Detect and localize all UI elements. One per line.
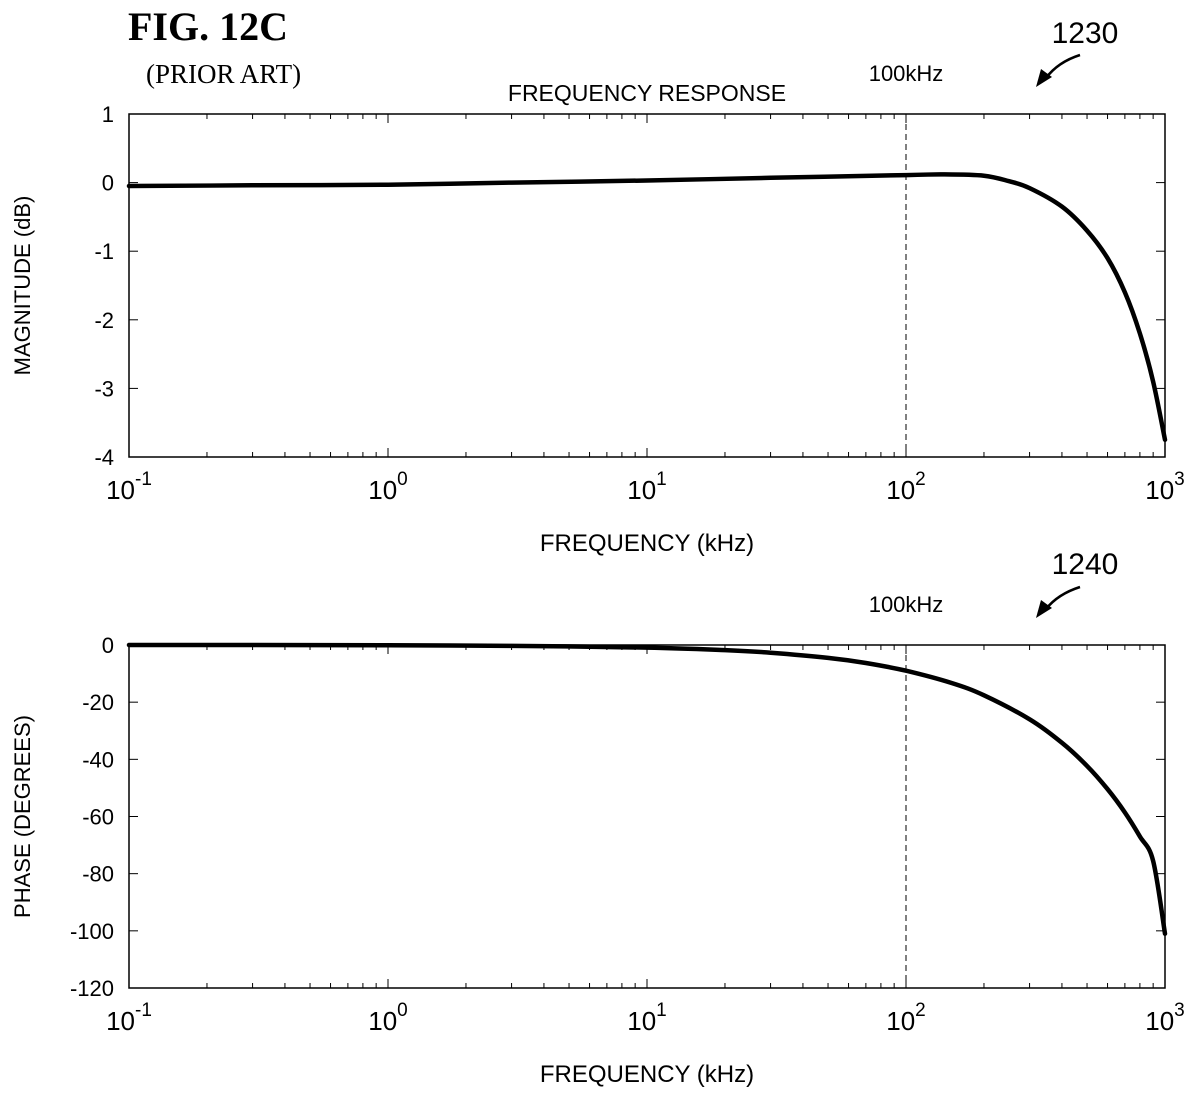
y-tick-label: 0: [102, 633, 114, 658]
x-tick-label: 102: [886, 469, 926, 505]
y-tick-label: -40: [82, 747, 114, 772]
ref-number-1230: 1230: [1052, 17, 1119, 50]
y-tick-label: -60: [82, 805, 114, 830]
x-axis-label: FREQUENCY (kHz): [540, 530, 754, 557]
x-tick-base: 10: [627, 475, 656, 505]
figure-title: FIG. 12C: [128, 4, 288, 49]
x-tick-base: 10: [368, 1006, 397, 1036]
marker-label-100khz: 100kHz: [869, 61, 944, 86]
x-tick-exponent: 1: [656, 469, 667, 490]
y-axis-label: PHASE (DEGREES): [10, 715, 35, 918]
y-axis-label: MAGNITUDE (dB): [10, 196, 35, 376]
marker-label-100khz: 100kHz: [869, 592, 944, 617]
y-tick-label: -120: [70, 976, 114, 1001]
x-tick-exponent: 1: [656, 1000, 667, 1021]
x-tick-exponent: 0: [397, 469, 408, 490]
x-tick-base: 10: [106, 475, 135, 505]
x-tick-label: 100: [368, 1000, 408, 1036]
y-tick-label: -80: [82, 862, 114, 887]
x-tick-base: 10: [1145, 1006, 1174, 1036]
y-tick-label: -100: [70, 919, 114, 944]
x-tick-label: 10-1: [106, 1000, 152, 1036]
y-tick-label: -20: [82, 690, 114, 715]
x-tick-label: 102: [886, 1000, 926, 1036]
x-tick-label: 103: [1145, 1000, 1185, 1036]
y-tick-label: -3: [94, 376, 114, 401]
phase-plot: 10-11001011021030-20-40-60-80-100-120100…: [10, 592, 1185, 1088]
series-line: [129, 174, 1165, 439]
x-tick-label: 10-1: [106, 469, 152, 505]
y-tick-label: -4: [94, 445, 114, 470]
magnitude-plot: 10-110010110210310-1-2-3-4100kHzFREQUENC…: [10, 61, 1185, 557]
x-tick-exponent: 3: [1174, 1000, 1185, 1021]
ref-arrow-1240: [1036, 587, 1080, 618]
chart-title: FREQUENCY RESPONSE: [508, 80, 786, 106]
x-tick-base: 10: [886, 475, 915, 505]
y-tick-label: -2: [94, 308, 114, 333]
x-tick-base: 10: [886, 1006, 915, 1036]
x-axis-label: FREQUENCY (kHz): [540, 1061, 754, 1088]
x-tick-exponent: -1: [135, 469, 152, 490]
x-tick-exponent: 2: [915, 469, 926, 490]
x-tick-label: 100: [368, 469, 408, 505]
x-tick-label: 103: [1145, 469, 1185, 505]
x-tick-label: 101: [627, 1000, 667, 1036]
x-tick-exponent: 2: [915, 1000, 926, 1021]
plot-frame: [129, 645, 1165, 988]
x-tick-base: 10: [368, 475, 397, 505]
series-line: [129, 645, 1165, 934]
x-tick-exponent: 3: [1174, 469, 1185, 490]
figure-subtitle: (PRIOR ART): [146, 59, 301, 89]
y-tick-label: 1: [102, 102, 114, 127]
x-tick-exponent: -1: [135, 1000, 152, 1021]
x-tick-base: 10: [1145, 475, 1174, 505]
x-tick-base: 10: [627, 1006, 656, 1036]
y-tick-label: 0: [102, 171, 114, 196]
ref-number-1240: 1240: [1052, 548, 1119, 581]
x-tick-label: 101: [627, 469, 667, 505]
plot-frame: [129, 114, 1165, 457]
x-tick-base: 10: [106, 1006, 135, 1036]
y-tick-label: -1: [94, 239, 114, 264]
x-tick-exponent: 0: [397, 1000, 408, 1021]
ref-arrow-1230: [1036, 55, 1080, 87]
